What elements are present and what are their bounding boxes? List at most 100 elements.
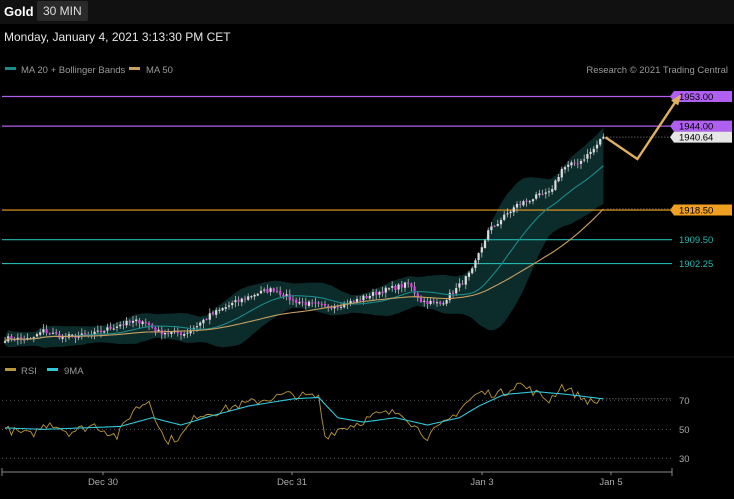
candle-body-171	[551, 189, 554, 192]
candle-body-81	[263, 289, 266, 291]
candle-body-2	[10, 336, 13, 340]
candle-body-103	[333, 306, 336, 309]
candle-body-159	[512, 207, 515, 213]
candle-body-119	[384, 287, 387, 293]
candle-body-55	[179, 332, 183, 336]
ma20-legend-swatch	[5, 67, 16, 70]
candle-body-85	[275, 290, 279, 292]
candle-body-54	[176, 331, 179, 334]
candle-body-25	[83, 333, 87, 335]
candle-body-146	[471, 268, 474, 274]
level-tag-1953.00	[670, 90, 732, 102]
candle-body-109	[352, 301, 355, 303]
candle-body-165	[531, 199, 535, 202]
candle-body-179	[576, 163, 579, 165]
candle-body-52	[170, 331, 173, 334]
candle-body-152	[490, 226, 493, 231]
candle-body-13	[45, 328, 48, 334]
candle-body-120	[387, 288, 391, 290]
candle-body-169	[544, 192, 547, 194]
candle-body-138	[445, 300, 448, 304]
candle-body-154	[496, 223, 499, 226]
candle-body-86	[279, 290, 282, 295]
candle-body-163	[525, 200, 528, 202]
candle-body-93	[301, 301, 304, 303]
candle-body-177	[570, 162, 573, 166]
candle-body-65	[211, 312, 215, 315]
candle-body-83	[269, 288, 272, 292]
level-tag-1944.00	[670, 120, 732, 132]
candle-body-32	[106, 327, 109, 331]
candle-body-104	[336, 306, 339, 308]
candle-body-129	[416, 293, 419, 298]
candle-body-18	[61, 335, 64, 339]
candle-body-113	[365, 296, 368, 298]
candle-body-134	[432, 301, 435, 303]
candle-body-95	[307, 301, 311, 306]
candle-body-110	[355, 298, 359, 302]
candle-body-126	[407, 282, 410, 284]
candle-body-70	[227, 305, 231, 307]
ma20-line	[4, 165, 604, 342]
candle-body-28	[93, 331, 96, 335]
candle-body-71	[231, 302, 234, 306]
candle-body-117	[378, 291, 381, 295]
candle-body-84	[272, 288, 275, 292]
candle-body-170	[547, 191, 551, 193]
candle-body-21	[71, 334, 74, 336]
forecast-arrowhead	[671, 94, 681, 106]
level-label-1918.50: 1918.50	[679, 206, 713, 217]
candle-body-14	[48, 333, 51, 335]
candle-body-79	[256, 293, 259, 296]
candle-body-151	[487, 230, 490, 240]
rsi-panel: 70 50 30	[0, 356, 734, 465]
candle-body-5	[19, 337, 23, 339]
candle-body-108	[349, 300, 352, 305]
level-label-1944.00: 1944.00	[679, 122, 713, 133]
candle-body-125	[403, 282, 407, 288]
candle-body-10	[35, 334, 39, 337]
candle-body-57	[186, 332, 189, 334]
candle-body-105	[339, 306, 343, 308]
candle-body-156	[503, 214, 506, 220]
candle-body-157	[506, 213, 509, 215]
candles	[3, 133, 605, 345]
candle-body-148	[477, 253, 480, 260]
candle-body-62	[202, 319, 205, 324]
ma50-line	[4, 208, 604, 342]
candle-body-181	[583, 159, 586, 161]
candle-body-80	[259, 290, 263, 294]
level-label-1953.00: 1953.00	[679, 92, 713, 103]
candle-body-73	[237, 299, 240, 302]
bollinger-band-area	[5, 127, 604, 348]
candle-body-56	[183, 334, 186, 336]
candle-body-75	[243, 298, 247, 300]
candle-body-58	[189, 330, 192, 334]
candle-body-34	[112, 328, 115, 330]
candle-body-127	[410, 283, 413, 288]
candle-body-141	[455, 288, 458, 294]
candle-body-15	[51, 332, 55, 334]
candle-body-29	[96, 330, 99, 332]
rsi-legend-label: RSI	[21, 366, 37, 377]
candle-body-3	[13, 339, 16, 341]
rsi-legend-swatch	[5, 368, 16, 371]
candle-body-162	[522, 201, 525, 206]
candle-body-30	[99, 330, 103, 333]
x-tick-label-1: Dec 31	[277, 477, 307, 488]
candle-body-147	[474, 260, 477, 268]
candle-body-128	[413, 286, 416, 294]
candle-body-140	[451, 292, 455, 294]
timeframe-button[interactable]: 30 MIN	[37, 1, 88, 21]
candle-body-0	[3, 341, 7, 343]
candle-body-66	[215, 310, 218, 315]
x-tick-label-0: Dec 30	[88, 477, 118, 488]
candle-body-45	[147, 322, 151, 325]
candle-body-51	[167, 332, 170, 334]
candle-body-9	[32, 337, 35, 339]
candle-body-164	[528, 201, 531, 203]
candle-body-97	[314, 302, 317, 304]
candle-body-98	[317, 302, 320, 304]
candle-body-11	[39, 332, 42, 335]
